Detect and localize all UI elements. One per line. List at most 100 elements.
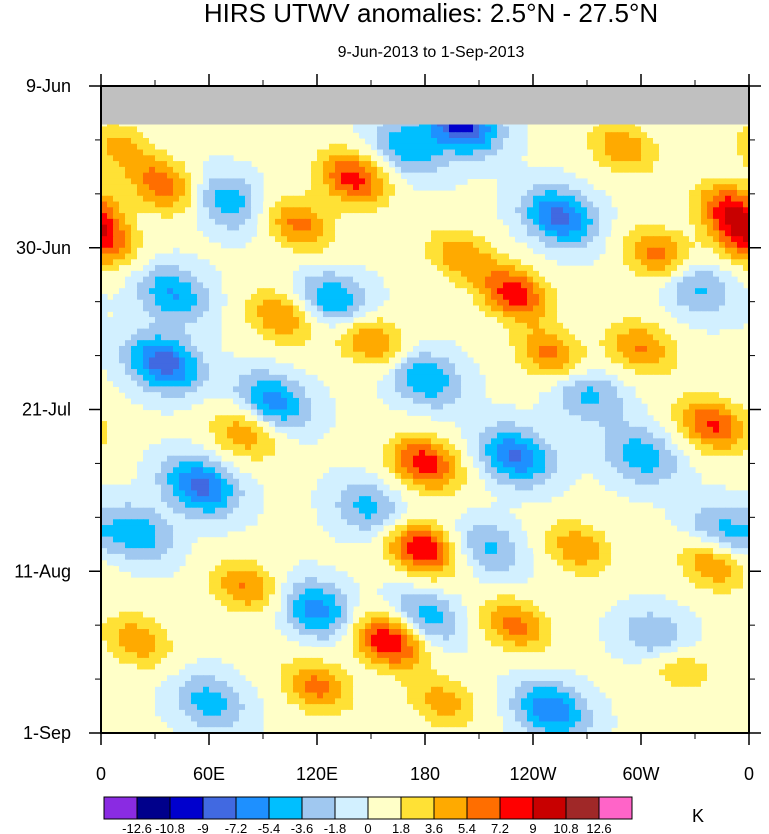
heatmap-cell — [383, 166, 390, 174]
heatmap-cell — [155, 397, 162, 405]
heatmap-cell — [101, 397, 108, 405]
heatmap-cell — [107, 317, 114, 324]
heatmap-cell — [371, 317, 378, 324]
heatmap-cell — [623, 421, 630, 428]
heatmap-cell — [245, 224, 252, 232]
heatmap-cell — [323, 288, 330, 295]
heatmap-cell — [131, 247, 138, 255]
heatmap-cell — [233, 409, 240, 416]
heatmap-cell — [725, 276, 732, 284]
heatmap-cell — [653, 357, 660, 364]
heatmap-cell — [431, 288, 438, 295]
chart-subtitle: 9-Jun-2013 to 1-Sep-2013 — [338, 44, 525, 61]
heatmap-cell — [287, 363, 294, 370]
heatmap-cell — [533, 403, 540, 411]
heatmap-cell — [383, 213, 390, 220]
heatmap-cell — [503, 143, 510, 151]
heatmap-cell — [185, 207, 192, 214]
heatmap-cell — [269, 230, 276, 237]
heatmap-cell — [401, 143, 408, 151]
heatmap-cell — [539, 288, 546, 295]
heatmap-cell — [605, 149, 612, 156]
heatmap-cell — [305, 149, 312, 156]
heatmap-cell — [245, 328, 252, 336]
heatmap-cell — [677, 305, 684, 312]
heatmap-cell — [437, 213, 444, 220]
heatmap-cell — [719, 415, 726, 422]
heatmap-cell — [527, 299, 534, 307]
heatmap-cell — [233, 282, 240, 289]
heatmap-cell — [725, 126, 732, 133]
heatmap-cell — [521, 311, 528, 318]
heatmap-cell — [191, 311, 198, 318]
heatmap-cell — [455, 421, 462, 428]
heatmap-cell — [161, 184, 168, 191]
heatmap-cell — [545, 322, 552, 330]
heatmap-cell — [623, 363, 630, 370]
heatmap-cell — [509, 201, 516, 208]
heatmap-cell — [599, 155, 606, 162]
heatmap-cell — [251, 409, 258, 416]
heatmap-cell — [671, 357, 678, 364]
heatmap-cell — [725, 317, 732, 324]
heatmap-cell — [443, 143, 450, 151]
heatmap-cell — [113, 426, 120, 434]
heatmap-cell — [641, 207, 648, 214]
heatmap-cell — [359, 334, 366, 341]
heatmap-cell — [701, 305, 708, 312]
heatmap-cell — [167, 155, 174, 162]
heatmap-cell — [611, 207, 618, 214]
heatmap-cell — [731, 305, 738, 312]
heatmap-cell — [215, 369, 222, 376]
heatmap-cell — [575, 305, 582, 312]
heatmap-cell — [137, 380, 144, 387]
heatmap-cell — [719, 230, 726, 237]
heatmap-cell — [485, 259, 492, 266]
heatmap-cell — [221, 178, 228, 185]
heatmap-cell — [527, 415, 534, 422]
heatmap-cell — [179, 218, 186, 226]
heatmap-cell — [311, 236, 318, 243]
heatmap-cell — [719, 143, 726, 151]
heatmap-cell — [569, 299, 576, 307]
heatmap-cell — [491, 322, 498, 330]
heatmap-cell — [113, 334, 120, 341]
heatmap-cell — [161, 282, 168, 289]
heatmap-cell — [671, 421, 678, 428]
heatmap-cell — [581, 322, 588, 330]
heatmap-cell — [659, 351, 666, 359]
heatmap-cell — [467, 149, 474, 156]
heatmap-cell — [725, 386, 732, 393]
heatmap-cell — [119, 132, 126, 139]
heatmap-cell — [407, 172, 414, 180]
heatmap-cell — [563, 126, 570, 133]
heatmap-cell — [437, 247, 444, 255]
heatmap-cell — [335, 351, 342, 359]
heatmap-cell — [563, 137, 570, 145]
heatmap-cell — [467, 363, 474, 370]
heatmap-cell — [683, 421, 690, 428]
heatmap-cell — [467, 317, 474, 324]
heatmap-cell — [245, 270, 252, 278]
heatmap-cell — [287, 317, 294, 324]
heatmap-cell — [461, 178, 468, 185]
heatmap-cell — [677, 172, 684, 180]
heatmap-cell — [665, 317, 672, 324]
heatmap-cell — [155, 132, 162, 139]
heatmap-cell — [179, 265, 186, 272]
heatmap-cell — [329, 241, 336, 249]
heatmap-cell — [443, 432, 450, 439]
heatmap-cell — [551, 270, 558, 278]
heatmap-cell — [485, 305, 492, 312]
heatmap-cell — [665, 328, 672, 336]
heatmap-cell — [215, 432, 222, 439]
heatmap-cell — [569, 305, 576, 312]
heatmap-cell — [659, 236, 666, 243]
heatmap-cell — [149, 149, 156, 156]
heatmap-cell — [371, 184, 378, 191]
heatmap-cell — [419, 126, 426, 133]
heatmap-cell — [455, 178, 462, 185]
heatmap-cell — [491, 351, 498, 359]
heatmap-cell — [563, 345, 570, 353]
heatmap-cell — [671, 218, 678, 226]
